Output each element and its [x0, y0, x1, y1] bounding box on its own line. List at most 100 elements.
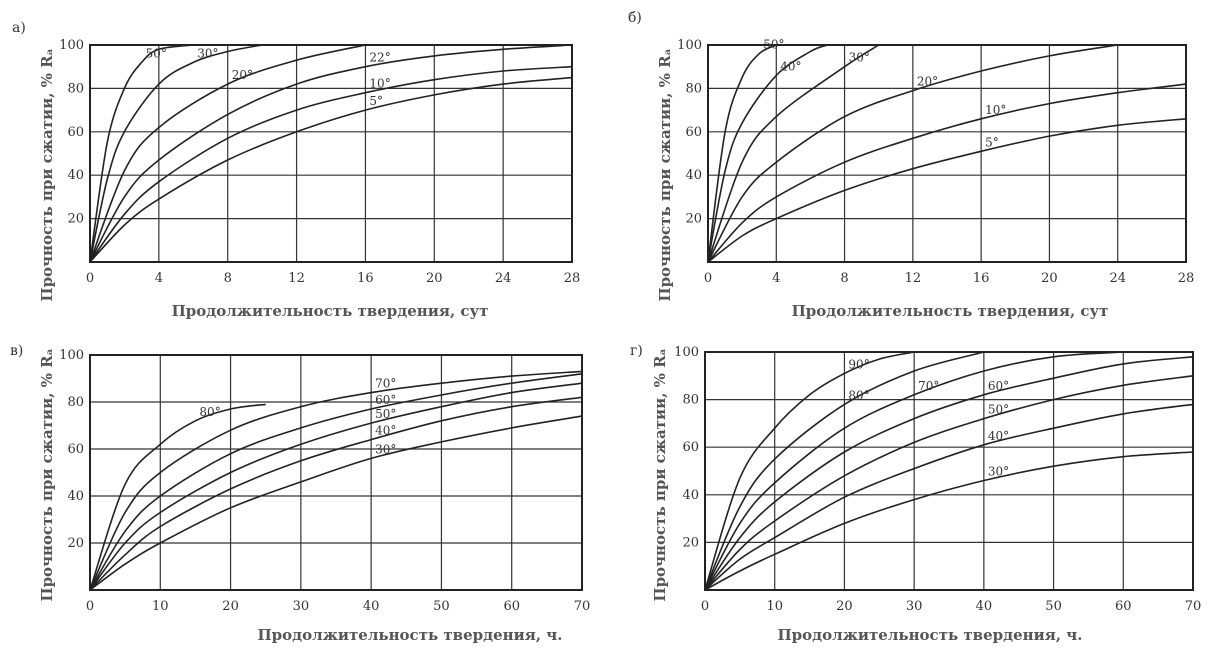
plot-frame — [707, 44, 1187, 263]
x-axis-label: Продолжительность твердения, сут — [172, 302, 489, 320]
series-label: 50° — [146, 46, 167, 60]
series-label: 70° — [918, 379, 939, 393]
x-tick-label: 28 — [564, 271, 581, 286]
y-tick-label: 20 — [682, 535, 699, 550]
series-line-20deg — [707, 44, 1118, 263]
x-tick-label: 20 — [222, 599, 239, 614]
x-tick-label: 0 — [701, 599, 709, 614]
x-tick-label: 12 — [905, 271, 922, 286]
panel-letter: б) — [628, 10, 642, 26]
series-line-80deg — [704, 351, 985, 591]
x-tick-label: 50 — [1045, 599, 1062, 614]
x-tick-label: 16 — [357, 271, 374, 286]
series-line-30deg — [707, 44, 880, 263]
y-tick-label: 20 — [685, 212, 702, 227]
x-tick-label: 20 — [1041, 271, 1058, 286]
y-tick-label: 40 — [682, 488, 699, 503]
series-label: 20° — [232, 68, 253, 82]
y-tick-label: 60 — [685, 125, 702, 140]
y-tick-label: 100 — [674, 345, 699, 360]
y-tick-label: 80 — [67, 395, 84, 410]
series-label: 22° — [369, 51, 390, 65]
chart-panel-3: в) 0 10 20 30 40 50 60 70 20 40 60 80 100 Продолжитель… — [10, 343, 590, 644]
panel-letter: а) — [12, 20, 26, 36]
x-tick-label: 60 — [1115, 599, 1132, 614]
series-line-70deg — [89, 370, 583, 591]
x-tick-label: 0 — [86, 271, 94, 286]
y-axis-label: Прочность при сжатии, % Rₐ — [656, 48, 674, 301]
series-label: 30° — [988, 465, 1009, 479]
x-tick-label: 70 — [1185, 599, 1202, 614]
x-tick-label: 30 — [906, 599, 923, 614]
x-tick-label: 30 — [293, 599, 310, 614]
y-tick-label: 40 — [67, 168, 84, 183]
series-line-10deg — [89, 65, 573, 263]
series-line-10deg — [707, 83, 1187, 263]
series-label: 40° — [375, 424, 396, 438]
x-tick-label: 10 — [766, 599, 783, 614]
chart-panel-2: б) 0 4 8 12 16 20 24 28 20 40 60 80 100 Продолжительно… — [628, 10, 1194, 320]
panel-letter: г) — [630, 343, 643, 359]
x-tick-label: 4 — [155, 271, 163, 286]
series-line-50deg — [704, 375, 1194, 591]
series-label: 60° — [375, 393, 396, 407]
series-line-70deg — [704, 351, 1124, 591]
series-label: 30° — [849, 51, 870, 65]
series-label: 50° — [375, 407, 396, 421]
x-tick-label: 8 — [840, 271, 848, 286]
x-tick-label: 8 — [224, 271, 232, 286]
x-tick-label: 24 — [495, 271, 512, 286]
series-label: 50° — [763, 38, 784, 52]
series-line-5deg — [707, 118, 1187, 263]
y-tick-label: 80 — [682, 393, 699, 408]
y-tick-label: 80 — [685, 81, 702, 96]
series-label: 30° — [375, 442, 396, 456]
series-line-50deg — [89, 382, 583, 591]
chart-panel-1: а) 0 4 8 12 16 20 24 28 20 40 60 80 100 Продолжительно… — [12, 20, 580, 320]
series-label: 50° — [988, 403, 1009, 417]
y-tick-label: 100 — [677, 38, 702, 53]
series-line-80deg — [89, 403, 266, 591]
y-axis-label: Прочность при сжатии, % Rₐ — [38, 48, 56, 301]
y-tick-label: 60 — [67, 442, 84, 457]
series-line-22deg — [89, 44, 573, 263]
x-tick-label: 24 — [1109, 271, 1126, 286]
y-axis-label: Прочность при сжатии, % Rₐ — [651, 348, 669, 601]
x-tick-label: 4 — [772, 271, 780, 286]
series-line-20deg — [89, 44, 366, 263]
y-tick-label: 40 — [67, 489, 84, 504]
series-line-60deg — [89, 373, 583, 591]
plot-frame — [89, 44, 573, 263]
x-tick-label: 70 — [574, 599, 591, 614]
plot-frame — [89, 354, 583, 591]
series-line-50deg — [707, 44, 777, 263]
x-axis-label: Продолжительность твердения, сут — [792, 302, 1109, 320]
y-tick-label: 40 — [685, 168, 702, 183]
x-axis-label: Продолжительность твердения, ч. — [257, 626, 562, 644]
series-line-40deg — [704, 403, 1194, 591]
series-line-30deg — [89, 415, 583, 591]
x-tick-label: 12 — [288, 271, 305, 286]
y-tick-label: 80 — [67, 81, 84, 96]
series-line-40deg — [89, 396, 583, 591]
x-axis-label: Продолжительность твердения, ч. — [777, 626, 1082, 644]
y-tick-label: 60 — [67, 125, 84, 140]
series-line-5deg — [89, 76, 573, 263]
y-tick-label: 60 — [682, 440, 699, 455]
series-label: 5° — [369, 94, 383, 108]
x-tick-label: 10 — [152, 599, 169, 614]
series-label: 80° — [199, 405, 220, 419]
series-label: 40° — [780, 59, 801, 73]
x-tick-label: 20 — [426, 271, 443, 286]
plot-frame — [704, 351, 1194, 591]
panel-letter: в) — [10, 343, 23, 359]
series-line-90deg — [704, 351, 915, 591]
x-tick-label: 28 — [1178, 271, 1195, 286]
x-tick-label: 0 — [704, 271, 712, 286]
chart-panel-4: г) 0 10 20 30 40 50 60 70 20 40 60 80 100 Продолжитель… — [630, 343, 1201, 644]
series-label: 30° — [197, 46, 218, 60]
x-tick-label: 40 — [976, 599, 993, 614]
series-line-50deg — [89, 44, 194, 263]
y-tick-label: 100 — [59, 38, 84, 53]
x-tick-label: 50 — [433, 599, 450, 614]
